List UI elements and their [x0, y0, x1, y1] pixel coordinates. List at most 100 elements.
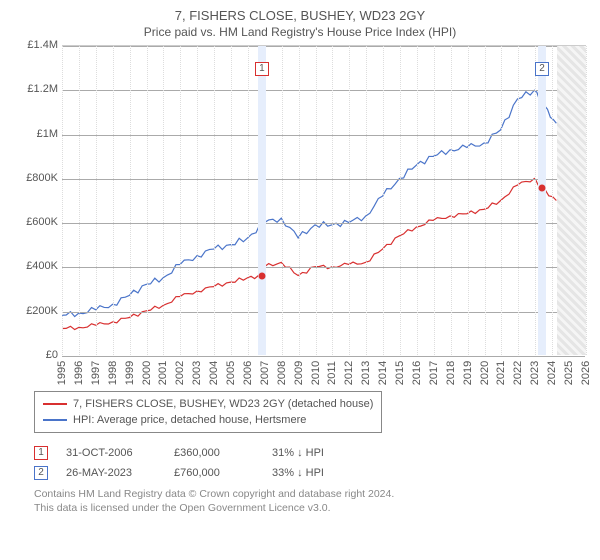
x-tick-label: 1997 — [90, 361, 102, 385]
sales-table: 1 31-OCT-2006 £360,000 31% ↓ HPI 2 26-MAY-202… — [34, 443, 586, 483]
sale-dot — [539, 184, 546, 191]
x-tick-label: 2015 — [394, 361, 406, 385]
x-tick-label: 2009 — [293, 361, 305, 385]
page-subtitle: Price paid vs. HM Land Registry's House … — [14, 25, 586, 39]
marker-label: 1 — [255, 62, 269, 76]
y-tick-label: £1.2M — [14, 83, 58, 95]
footer-line-2: This data is licensed under the Open Gov… — [34, 501, 586, 515]
gridline-v — [586, 46, 587, 355]
gridline-v — [96, 46, 97, 355]
gridline-v — [552, 46, 553, 355]
gridline-h — [62, 46, 585, 47]
sale-pct: 31% ↓ HPI — [272, 443, 382, 463]
legend-swatch — [43, 419, 67, 421]
sale-dot — [258, 273, 265, 280]
gridline-v — [62, 46, 63, 355]
x-tick-label: 2004 — [208, 361, 220, 385]
gridline-v — [248, 46, 249, 355]
gridline-v — [501, 46, 502, 355]
x-tick-label: 2021 — [495, 361, 507, 385]
x-tick-label: 2023 — [529, 361, 541, 385]
y-tick-label: £0 — [14, 349, 58, 361]
y-tick-label: £1M — [14, 128, 58, 140]
gridline-h — [62, 223, 585, 224]
footer: Contains HM Land Registry data © Crown c… — [34, 487, 586, 515]
gridline-v — [180, 46, 181, 355]
x-tick-label: 2022 — [512, 361, 524, 385]
gridline-v — [147, 46, 148, 355]
legend-swatch — [43, 403, 67, 405]
x-tick-label: 2003 — [191, 361, 203, 385]
legend: 7, FISHERS CLOSE, BUSHEY, WD23 2GY (deta… — [34, 391, 382, 433]
x-tick-label: 1996 — [73, 361, 85, 385]
footer-line-1: Contains HM Land Registry data © Crown c… — [34, 487, 586, 501]
legend-row: HPI: Average price, detached house, Hert… — [43, 412, 373, 428]
marker-band — [538, 46, 546, 355]
x-tick-label: 2010 — [310, 361, 322, 385]
y-axis: £0£200K£400K£600K£800K£1M£1.2M£1.4M — [14, 45, 62, 355]
gridline-v — [113, 46, 114, 355]
x-axis: 1995199619971998199920002001200220032004… — [62, 355, 586, 385]
sale-date: 31-OCT-2006 — [66, 443, 156, 463]
x-tick-label: 2012 — [343, 361, 355, 385]
x-tick-label: 2011 — [326, 361, 338, 385]
sale-marker: 2 — [34, 466, 48, 480]
x-tick-label: 2017 — [428, 361, 440, 385]
x-tick-label: 2001 — [157, 361, 169, 385]
future-band — [557, 46, 586, 355]
x-tick-label: 2014 — [377, 361, 389, 385]
x-tick-label: 2002 — [174, 361, 186, 385]
y-tick-label: £600K — [14, 216, 58, 228]
gridline-v — [214, 46, 215, 355]
x-tick-label: 2024 — [546, 361, 558, 385]
series-price_paid — [62, 178, 556, 329]
gridline-v — [197, 46, 198, 355]
plot-area: 12 — [62, 45, 586, 355]
sale-price: £360,000 — [174, 443, 254, 463]
gridline-h — [62, 179, 585, 180]
legend-label: HPI: Average price, detached house, Hert… — [73, 412, 306, 428]
gridline-v — [383, 46, 384, 355]
x-tick-label: 1995 — [56, 361, 68, 385]
gridline-h — [62, 267, 585, 268]
x-tick-label: 2025 — [563, 361, 575, 385]
sale-pct: 33% ↓ HPI — [272, 463, 382, 483]
gridline-h — [62, 312, 585, 313]
gridline-v — [332, 46, 333, 355]
sale-price: £760,000 — [174, 463, 254, 483]
x-tick-label: 2013 — [360, 361, 372, 385]
x-tick-label: 2026 — [580, 361, 592, 385]
gridline-v — [417, 46, 418, 355]
gridline-v — [79, 46, 80, 355]
x-tick-label: 2019 — [462, 361, 474, 385]
x-tick-label: 2020 — [479, 361, 491, 385]
gridline-v — [231, 46, 232, 355]
gridline-v — [518, 46, 519, 355]
y-tick-label: £800K — [14, 172, 58, 184]
marker-band — [258, 46, 266, 355]
gridline-v — [163, 46, 164, 355]
x-tick-label: 2005 — [225, 361, 237, 385]
x-tick-label: 2018 — [445, 361, 457, 385]
gridline-v — [130, 46, 131, 355]
y-tick-label: £200K — [14, 305, 58, 317]
gridline-v — [400, 46, 401, 355]
legend-row: 7, FISHERS CLOSE, BUSHEY, WD23 2GY (deta… — [43, 396, 373, 412]
x-tick-label: 2007 — [259, 361, 271, 385]
gridline-v — [366, 46, 367, 355]
x-tick-label: 2000 — [141, 361, 153, 385]
gridline-v — [468, 46, 469, 355]
sale-date: 26-MAY-2023 — [66, 463, 156, 483]
gridline-v — [451, 46, 452, 355]
sale-marker: 1 — [34, 446, 48, 460]
gridline-v — [535, 46, 536, 355]
gridline-v — [316, 46, 317, 355]
x-tick-label: 2016 — [411, 361, 423, 385]
y-tick-label: £1.4M — [14, 39, 58, 51]
gridline-v — [434, 46, 435, 355]
chart-lines — [62, 46, 585, 355]
sale-row: 1 31-OCT-2006 £360,000 31% ↓ HPI — [34, 443, 586, 463]
legend-label: 7, FISHERS CLOSE, BUSHEY, WD23 2GY (deta… — [73, 396, 373, 412]
x-tick-label: 1998 — [107, 361, 119, 385]
chart-area: £0£200K£400K£600K£800K£1M£1.2M£1.4M 12 1… — [14, 45, 586, 385]
